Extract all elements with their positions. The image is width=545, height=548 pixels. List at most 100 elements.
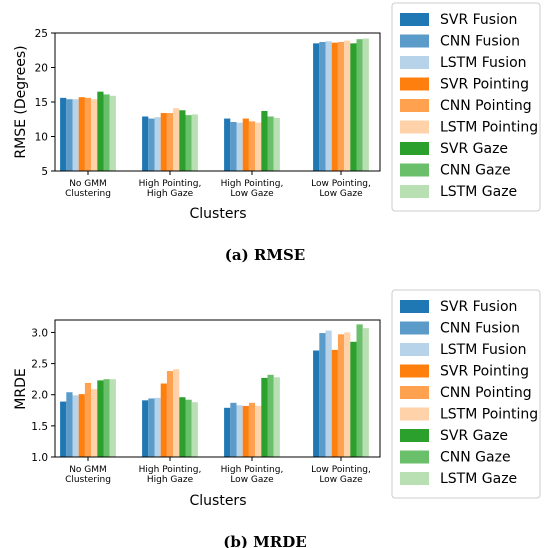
bar-lstm-fusion-2 — [154, 397, 161, 457]
bar-cnn-gaze-1 — [103, 94, 110, 171]
bar-cnn-gaze-2 — [185, 115, 192, 171]
bar-cnn-pointing-4 — [337, 41, 345, 171]
legend-label: SVR Pointing — [440, 364, 529, 380]
x-tick-label: No GMM — [69, 465, 107, 475]
mrde-plot-frame — [54, 319, 381, 458]
legend-swatch — [400, 142, 429, 155]
legend-label: LSTM Fusion — [440, 55, 527, 71]
bar-lstm-gaze-4 — [362, 328, 369, 457]
bar-cnn-gaze-4 — [356, 324, 363, 457]
y-tick-label: 1.0 — [31, 452, 48, 464]
legend-swatch — [400, 185, 429, 198]
x-tick-label: Clustering — [65, 189, 111, 199]
y-tick-label: 20 — [35, 63, 48, 75]
bar-cnn-gaze-3 — [267, 116, 274, 171]
bar-svr-gaze-1 — [97, 380, 104, 457]
legend-label: CNN Fusion — [440, 34, 520, 50]
mrde-legend: SVR Fusion CNN Fusion LSTM Fusion SVR Point… — [391, 289, 541, 499]
rmse-y-axis-label: RMSE (Degrees) — [13, 45, 29, 158]
bar-svr-fusion-1 — [60, 97, 67, 171]
legend-swatch — [400, 163, 429, 177]
bar-lstm-pointing-2 — [173, 108, 180, 171]
x-tick-label: High Pointing, — [221, 465, 284, 475]
bar-svr-fusion-3 — [224, 118, 231, 171]
bar-cnn-fusion-3 — [230, 122, 237, 171]
legend-swatch — [400, 472, 429, 485]
y-tick-label: 10 — [35, 132, 48, 144]
bar-cnn-gaze-3 — [267, 374, 274, 457]
bar-cnn-fusion-1 — [66, 392, 73, 457]
bar-svr-pointing-3 — [242, 405, 249, 457]
x-tick-label: Low Gaze — [319, 189, 363, 199]
bar-cnn-pointing-3 — [248, 121, 256, 171]
bar-svr-gaze-2 — [179, 397, 186, 457]
legend-label: LSTM Gaze — [440, 184, 517, 200]
rmse-x-axis-label: Clusters — [190, 206, 247, 222]
bar-lstm-pointing-1 — [91, 389, 98, 457]
x-tick-label: Low Gaze — [230, 189, 274, 199]
mrde-y-ticks: 1.0 1.5 2.0 2.5 3.0 — [31, 327, 55, 464]
legend-swatch — [400, 429, 429, 442]
y-tick-label: 2.0 — [31, 390, 48, 402]
bar-lstm-fusion-3 — [236, 405, 243, 457]
bar-lstm-gaze-1 — [109, 95, 116, 171]
bar-svr-pointing-1 — [78, 97, 85, 171]
x-tick-label: No GMM — [69, 179, 107, 189]
bar-svr-gaze-2 — [179, 110, 186, 171]
rmse-y-ticks: 5 10 15 20 25 — [35, 28, 55, 178]
bar-lstm-fusion-4 — [325, 41, 332, 171]
legend-swatch — [400, 77, 429, 91]
mrde-legend-frame — [391, 289, 541, 499]
x-tick-label: Low Gaze — [319, 475, 363, 485]
bar-cnn-gaze-4 — [356, 39, 363, 172]
x-tick-label: High Pointing, — [221, 179, 284, 189]
bar-lstm-fusion-1 — [72, 99, 79, 171]
mrde-caption: (b) MRDE — [223, 533, 306, 548]
bar-cnn-pointing-2 — [166, 371, 174, 457]
bar-lstm-gaze-3 — [273, 117, 280, 171]
bar-svr-fusion-2 — [142, 116, 149, 171]
x-tick-label: High Pointing, — [139, 179, 202, 189]
legend-swatch — [400, 343, 429, 356]
x-tick-label: Low Pointing, — [311, 465, 371, 475]
bar-svr-pointing-2 — [160, 113, 167, 171]
bar-lstm-pointing-4 — [344, 332, 351, 457]
bar-cnn-pointing-2 — [166, 113, 174, 171]
bar-cnn-gaze-1 — [103, 379, 110, 457]
legend-swatch — [400, 364, 429, 378]
legend-label: LSTM Pointing — [440, 120, 538, 136]
bar-svr-fusion-1 — [60, 401, 67, 457]
legend-swatch — [400, 56, 429, 69]
legend-swatch — [400, 99, 429, 112]
bar-lstm-pointing-2 — [173, 369, 180, 457]
bar-svr-fusion-4 — [313, 350, 320, 457]
legend-label: CNN Pointing — [440, 385, 532, 401]
legend-swatch — [400, 450, 429, 464]
bar-lstm-pointing-3 — [255, 405, 262, 457]
x-tick-label: High Gaze — [147, 189, 194, 199]
bar-svr-gaze-4 — [350, 43, 357, 171]
bar-cnn-fusion-4 — [319, 41, 326, 171]
bar-lstm-gaze-1 — [109, 379, 116, 457]
bar-svr-fusion-3 — [224, 407, 231, 457]
bar-lstm-fusion-2 — [154, 117, 161, 171]
mrde-x-axis-label: Clusters — [190, 493, 247, 509]
rmse-caption: (a) RMSE — [225, 246, 305, 264]
legend-swatch — [400, 321, 429, 335]
bar-lstm-pointing-1 — [91, 99, 98, 171]
bar-svr-gaze-3 — [261, 377, 268, 457]
legend-label: CNN Gaze — [440, 163, 511, 179]
bar-cnn-pointing-1 — [84, 382, 92, 457]
x-tick-label: High Pointing, — [139, 465, 202, 475]
bar-svr-gaze-3 — [261, 110, 268, 171]
bar-cnn-pointing-1 — [84, 97, 92, 171]
y-tick-label: 25 — [35, 28, 48, 40]
bar-lstm-fusion-4 — [325, 330, 332, 457]
bar-svr-fusion-4 — [313, 43, 320, 171]
mrde-y-axis-label: MRDE — [13, 368, 29, 409]
bar-cnn-fusion-2 — [148, 118, 155, 171]
